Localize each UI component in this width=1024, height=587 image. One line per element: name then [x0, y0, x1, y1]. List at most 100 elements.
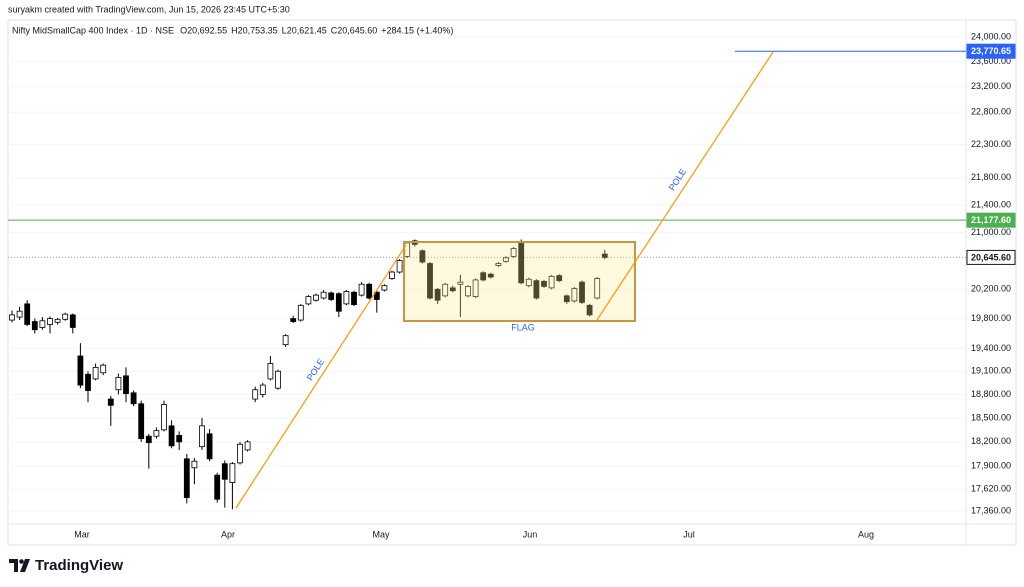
candle-body: [267, 363, 274, 380]
candle-body: [297, 304, 304, 321]
candle-body: [510, 248, 517, 257]
y-tick-label: 19,400.00: [971, 343, 1011, 353]
ohlc-key: H: [231, 25, 238, 35]
candle-body: [503, 257, 509, 262]
candle-body: [366, 283, 373, 299]
candle-body: [123, 375, 129, 395]
brand-name: TradingView: [35, 557, 123, 574]
candle-body: [586, 304, 593, 316]
y-tick-label: 19,800.00: [971, 313, 1011, 323]
candle-body: [343, 291, 350, 305]
x-tick-label: Jul: [683, 529, 695, 539]
brand-logo: TradingView: [9, 557, 123, 574]
y-tick-label: 24,000.00: [971, 32, 1011, 42]
ohlc-value: 20,645.60: [337, 25, 377, 35]
candle-body: [465, 286, 471, 297]
y-tick-label: 23,600.00: [971, 56, 1011, 66]
candle-body: [480, 272, 487, 281]
caption: suryakm created with TradingView.com, Ju…: [8, 4, 290, 14]
candle-body: [373, 291, 380, 300]
candle-body: [472, 279, 479, 297]
candle-body: [358, 283, 365, 296]
y-tick-label: 21,400.00: [971, 199, 1011, 209]
x-tick-label: Apr: [221, 529, 235, 539]
candle-body: [548, 275, 555, 289]
x-tick-label: May: [372, 529, 390, 539]
candle-body: [252, 389, 259, 400]
candle-body: [138, 403, 145, 440]
y-tick-label: 22,800.00: [971, 107, 1011, 117]
candle-body: [206, 433, 213, 460]
candle-body: [115, 376, 122, 391]
price-label: 21,177.60: [971, 215, 1011, 225]
candle-body: [168, 425, 175, 447]
candle-body: [77, 355, 84, 386]
candle-body: [313, 294, 319, 301]
candle-body: [107, 398, 114, 406]
ohlc-value: 20,753.35: [238, 25, 278, 35]
candle-body: [525, 278, 532, 287]
price-label-box: [966, 212, 1016, 228]
candle-body: [244, 441, 251, 451]
candle-body: [237, 443, 243, 464]
pole-line: [235, 244, 407, 509]
change: +284.15 (+1.40%): [381, 25, 453, 35]
candle-body: [54, 318, 61, 323]
candle-body: [176, 435, 183, 443]
candle-body: [183, 458, 190, 498]
candle-body: [556, 275, 563, 282]
candle-body: [24, 303, 31, 325]
candle-body: [487, 273, 494, 278]
candle-body: [305, 296, 312, 305]
candle-body: [541, 280, 547, 287]
ohlc-value: 20,621.45: [287, 25, 327, 35]
x-tick-label: Jun: [523, 529, 538, 539]
ohlc-key: O: [180, 25, 187, 35]
logo-mark: [20, 559, 30, 572]
y-tick-label: 19,100.00: [971, 366, 1011, 376]
candle-body: [419, 250, 426, 263]
x-tick-label: Mar: [74, 529, 90, 539]
candle-body: [153, 430, 160, 437]
y-tick-label: 18,200.00: [971, 436, 1011, 446]
candle-body: [275, 370, 281, 389]
y-tick-label: 21,000.00: [971, 227, 1011, 237]
candle-body: [320, 291, 327, 299]
candle-body: [39, 320, 46, 328]
candle-body: [495, 263, 502, 267]
candle-body: [579, 281, 585, 303]
candle-body: [351, 291, 357, 306]
x-tick-label: Aug: [858, 529, 874, 539]
price-label: 20,645.60: [971, 252, 1011, 262]
candle-body: [434, 288, 441, 301]
candle-body: [31, 321, 38, 331]
candle-body: [9, 314, 15, 321]
chart-frame: [7, 19, 1017, 546]
candle-body: [290, 318, 297, 322]
candle-body: [427, 263, 433, 299]
pole-line: [596, 51, 774, 321]
candle-body: [221, 463, 228, 480]
candle-body: [100, 364, 107, 374]
candle-body: [442, 283, 449, 297]
y-tick-label: 18,800.00: [971, 389, 1011, 399]
candle-body: [571, 288, 578, 302]
candle-body: [229, 463, 236, 483]
candle-body: [457, 281, 464, 285]
logo-mark: [9, 559, 18, 572]
candle-body: [396, 260, 403, 273]
candle-body: [563, 295, 570, 303]
candle-body: [92, 367, 99, 380]
candle-body: [214, 474, 221, 500]
price-label: 23,770.65: [971, 46, 1011, 56]
candle-body: [328, 292, 335, 300]
candle-body: [62, 313, 69, 320]
y-tick-label: 17,620.00: [971, 484, 1011, 494]
y-tick-label: 18,500.00: [971, 412, 1011, 422]
logo-mark: [19, 559, 24, 564]
y-tick-label: 23,200.00: [971, 81, 1011, 91]
candle-body: [191, 460, 198, 469]
annotation: FLAG: [511, 322, 535, 332]
y-tick-label: 17,900.00: [971, 461, 1011, 471]
